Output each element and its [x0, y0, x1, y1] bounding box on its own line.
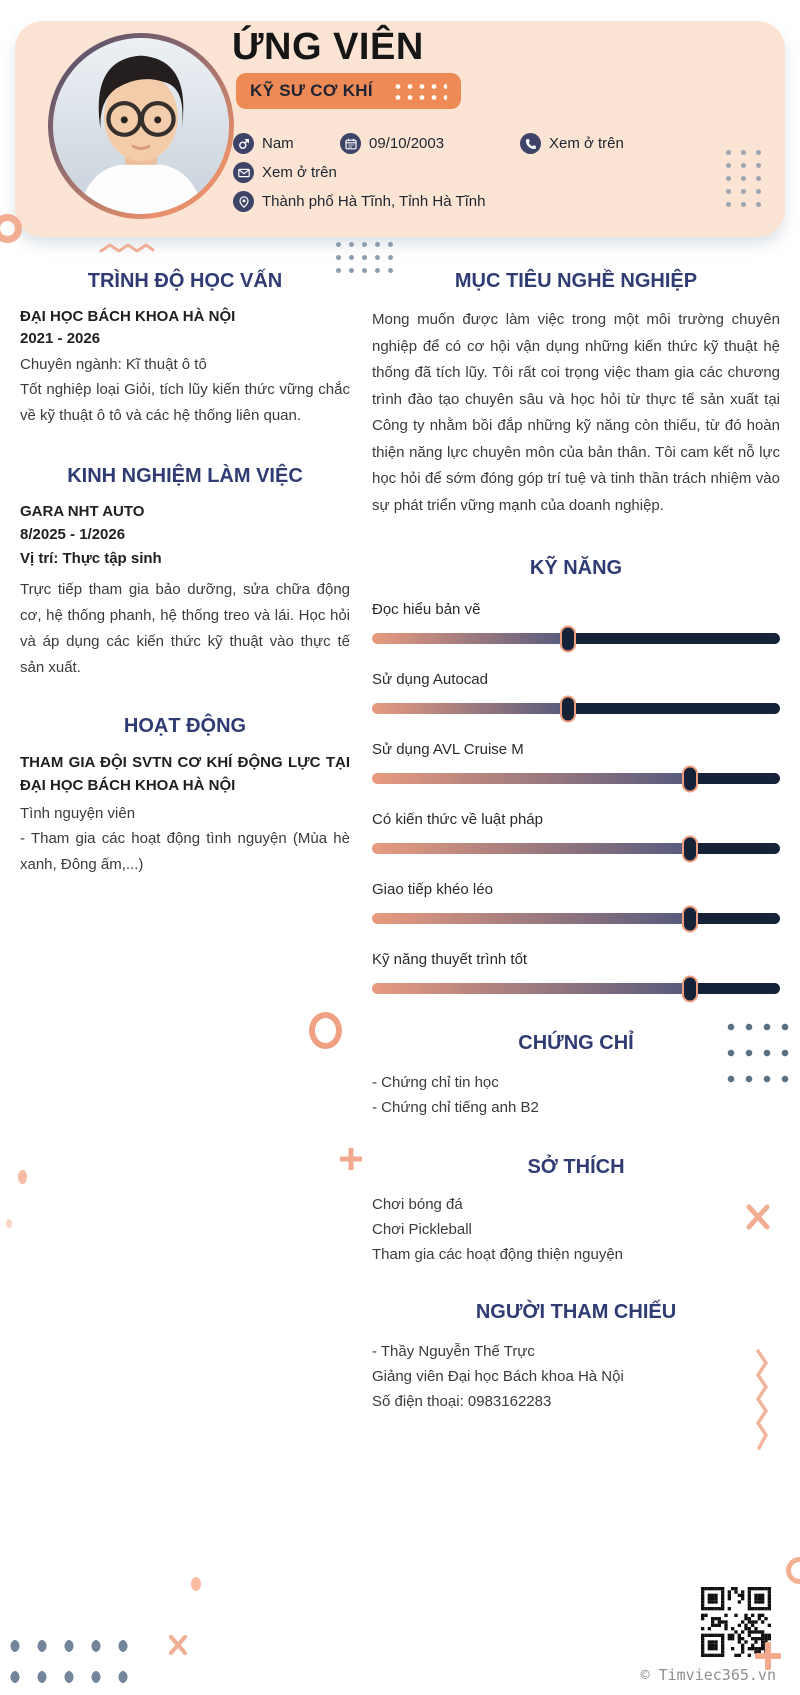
skill-item: Đọc hiểu bản vẽ — [372, 601, 780, 652]
phone-icon — [520, 133, 541, 154]
hobby-item: Chơi Pickleball — [372, 1221, 472, 1238]
education-period: 2021 - 2026 — [20, 329, 101, 347]
experience-description: Trực tiếp tham gia bảo dưỡng, sửa chữa đ… — [20, 580, 350, 676]
ring-decoration — [786, 1557, 800, 1584]
section-title-education: TRÌNH ĐỘ HỌC VẤN — [87, 270, 283, 292]
skill-slider-track[interactable] — [372, 905, 780, 932]
calendar-icon — [340, 133, 361, 154]
activities-role: Tình nguyện viên — [20, 804, 136, 822]
certificate-item: - Chứng chỉ tin học — [372, 1074, 499, 1091]
dots-grid-decoration — [8, 1638, 144, 1695]
skill-slider-track[interactable] — [372, 695, 780, 722]
skill-label: Kỹ năng thuyết trình tốt — [372, 951, 528, 968]
x-decoration — [169, 1635, 187, 1655]
contact-address: Thành phố Hà Tĩnh, Tỉnh Hà Tĩnh — [233, 187, 485, 216]
certificates-list: - Chứng chỉ tin học - Chứng chỉ tiếng an… — [372, 1070, 780, 1120]
job-title-badge: KỸ SƯ CƠ KHÍ — [236, 73, 461, 109]
hobbies-list: Chơi bóng đá Chơi Pickleball Tham gia cá… — [372, 1192, 780, 1267]
hobby-item: Tham gia các hoạt động thiện nguyện — [372, 1246, 624, 1263]
dot-decoration — [18, 1170, 27, 1184]
qr-code — [700, 1587, 772, 1657]
gender-icon — [233, 133, 254, 154]
skill-item: Sử dụng Autocad — [372, 671, 780, 722]
skill-label: Sử dụng AVL Cruise M — [372, 741, 524, 758]
education-school: ĐẠI HỌC BÁCH KHOA HÀ NỘI — [20, 308, 236, 325]
section-title-objective: MỤC TIÊU NGHỀ NGHIỆP — [454, 270, 698, 292]
contact-info: Nam 09/10/2003 Xem ở trên — [233, 129, 773, 216]
education-major: Chuyên ngành: Kĩ thuật ô tô — [20, 356, 207, 373]
skill-slider-track[interactable] — [372, 625, 780, 652]
objective-text: Mong muốn được làm việc trong một môi tr… — [372, 311, 780, 514]
mail-icon — [233, 162, 254, 183]
references-list: - Thầy Nguyễn Thế Trực Giảng viên Đại họ… — [372, 1339, 780, 1414]
candidate-name: ỨNG VIÊN — [232, 26, 424, 68]
skill-item: Kỹ năng thuyết trình tốt — [372, 951, 780, 1002]
experience-period: 8/2025 - 1/2026 — [20, 525, 126, 543]
ring-decoration — [309, 1012, 342, 1049]
location-icon — [233, 191, 254, 212]
plus-decoration — [340, 1148, 362, 1170]
skill-slider-track[interactable] — [372, 975, 780, 1002]
skills-list: Đọc hiểu bản vẽ Sử dụng Autocad Sử dụng AV… — [372, 601, 780, 1002]
address-value: Thành phố Hà Tĩnh, Tỉnh Hà Tĩnh — [262, 193, 486, 210]
dot-decoration — [6, 1219, 12, 1228]
left-column: TRÌNH ĐỘ HỌC VẤN ĐẠI HỌC BÁCH KHOA HÀ NỘ… — [20, 252, 350, 878]
profile-photo — [48, 33, 234, 219]
right-column: MỤC TIÊU NGHỀ NGHIỆP Mong muốn được làm … — [372, 252, 780, 1414]
skill-slider-thumb[interactable] — [682, 905, 699, 932]
avatar-illustration — [53, 38, 229, 214]
skill-label: Đọc hiểu bản vẽ — [372, 601, 481, 618]
reference-name: - Thầy Nguyễn Thế Trực — [372, 1343, 535, 1360]
activities-entry: THAM GIA ĐỘI SVTN CƠ KHÍ ĐỘNG LỰC TẠI ĐẠ… — [20, 751, 350, 878]
reference-role: Giảng viên Đại học Bách khoa Hà Nội — [372, 1368, 624, 1385]
skill-label: Sử dụng Autocad — [372, 671, 488, 688]
skill-slider-thumb[interactable] — [682, 975, 699, 1002]
section-title-experience: KINH NGHIỆM LÀM VIỆC — [67, 465, 303, 487]
skill-label: Giao tiếp khéo léo — [372, 881, 493, 898]
experience-company: GARA NHT AUTO — [20, 503, 145, 520]
dot-decoration — [191, 1577, 201, 1591]
skill-slider-track[interactable] — [372, 835, 780, 862]
phone-value: Xem ở trên — [549, 135, 624, 152]
experience-entry: GARA NHT AUTO 8/2025 - 1/2026 Vị trí: Th… — [20, 503, 350, 681]
reference-phone: Số điện thoại: 0983162283 — [372, 1393, 552, 1410]
activities-organization: THAM GIA ĐỘI SVTN CƠ KHÍ ĐỘNG LỰC TẠI ĐẠ… — [20, 753, 350, 794]
education-description: Tốt nghiệp loại Giỏi, tích lũy kiến thức… — [20, 381, 350, 424]
contact-dob: 09/10/2003 — [340, 129, 444, 158]
header-dots-decoration — [721, 146, 765, 214]
badge-dots-decoration — [390, 80, 447, 102]
contact-gender: Nam — [233, 129, 294, 158]
skill-item: Sử dụng AVL Cruise M — [372, 741, 780, 792]
section-title-references: NGƯỜI THAM CHIẾU — [475, 1301, 677, 1323]
skill-slider-thumb[interactable] — [682, 765, 699, 792]
skill-label: Có kiến thức về luật pháp — [372, 811, 543, 828]
section-title-hobbies: SỞ THÍCH — [527, 1156, 625, 1178]
section-title-skills: KỸ NĂNG — [529, 557, 623, 579]
skill-slider-track[interactable] — [372, 765, 780, 792]
dob-value: 09/10/2003 — [369, 135, 445, 152]
hobby-item: Chơi bóng đá — [372, 1196, 463, 1213]
education-entry: ĐẠI HỌC BÁCH KHOA HÀ NỘI 2021 - 2026 Chu… — [20, 308, 350, 429]
gender-value: Nam — [262, 135, 294, 152]
email-value: Xem ở trên — [262, 164, 337, 181]
skill-slider-thumb[interactable] — [559, 625, 576, 652]
activities-description: - Tham gia các hoạt động tình nguyện (Mù… — [20, 829, 350, 873]
job-title-label: KỸ SƯ CƠ KHÍ — [250, 81, 373, 100]
section-title-certificates: CHỨNG CHỈ — [518, 1032, 634, 1054]
experience-position: Vị trí: Thực tập sinh — [20, 550, 162, 567]
contact-phone: Xem ở trên — [520, 129, 624, 158]
skill-item: Giao tiếp khéo léo — [372, 881, 780, 932]
certificate-item: - Chứng chỉ tiếng anh B2 — [372, 1099, 539, 1116]
skill-slider-thumb[interactable] — [559, 695, 576, 722]
header-card: ỨNG VIÊN KỸ SƯ CƠ KHÍ Nam 09/10/2003 — [15, 21, 785, 237]
contact-email: Xem ở trên — [233, 158, 337, 187]
skill-slider-thumb[interactable] — [682, 835, 699, 862]
section-title-activities: HOẠT ĐỘNG — [123, 714, 247, 737]
copyright-text: © Timviec365.vn — [640, 1666, 776, 1684]
skill-item: Có kiến thức về luật pháp — [372, 811, 780, 862]
